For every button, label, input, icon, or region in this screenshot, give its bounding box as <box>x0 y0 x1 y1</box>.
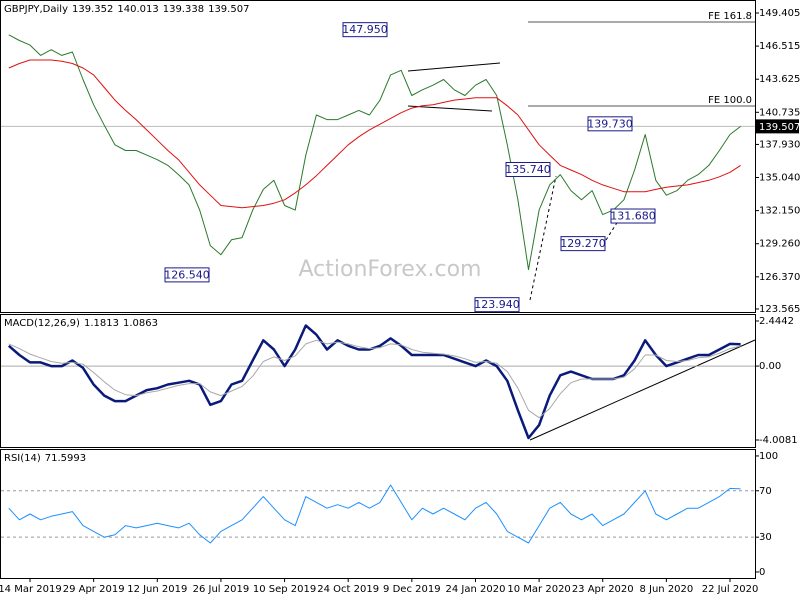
y-tick-label: 126.370 <box>759 272 800 283</box>
panel-frame <box>0 314 756 448</box>
x-tick-label: 14 Mar 2019 <box>0 584 62 595</box>
x-tick-label: 24 Oct 2019 <box>317 584 379 595</box>
price-label-box <box>587 116 633 132</box>
price-label-box <box>610 208 656 224</box>
series-line <box>8 484 741 544</box>
price-label: 139.730 <box>587 117 633 130</box>
price-label: 126.540 <box>164 268 210 281</box>
price-label: 135.740 <box>505 163 551 176</box>
ohlc-value: 140.013 <box>117 4 158 15</box>
panel-frame <box>0 449 756 579</box>
y-tick-label: 137.930 <box>759 139 800 150</box>
x-tick-label: 10 Sep 2019 <box>253 584 316 595</box>
y-tick-label: 0 <box>759 567 765 578</box>
price-label: 147.950 <box>342 23 388 36</box>
series-line <box>8 34 741 271</box>
x-tick-label: 12 Jun 2019 <box>127 584 187 595</box>
price-label-box <box>164 267 210 283</box>
y-tick-label: 123.565 <box>759 304 800 315</box>
y-tick-label: 30 <box>759 532 772 543</box>
panel-title: RSI(14) <box>4 453 41 464</box>
panel-header: GBPJPY,Daily 139.352 140.013 139.338 139.507 <box>4 4 249 15</box>
channel-line <box>407 62 501 72</box>
macd-trendline <box>529 339 756 441</box>
dashed-line <box>605 217 621 241</box>
price-label: 123.940 <box>474 298 520 311</box>
watermark: ActionForex.com <box>299 257 482 282</box>
y-tick-label: 0.00 <box>759 361 781 372</box>
fe-label: FE 161.8 <box>708 11 752 22</box>
current-value: 1.1813 <box>84 318 119 329</box>
panel-frame <box>0 0 756 313</box>
series-line <box>8 59 741 209</box>
panel-title: GBPJPY,Daily <box>4 4 68 15</box>
y-tick-label: 132.150 <box>759 206 800 217</box>
price-label: 131.680 <box>610 210 656 223</box>
price-label-box <box>474 297 520 313</box>
x-tick-label: 8 Jun 2020 <box>639 584 693 595</box>
x-tick-label: 23 Apr 2020 <box>572 584 634 595</box>
x-tick-label: 26 Jul 2019 <box>193 584 250 595</box>
ohlc-value: 139.507 <box>208 4 249 15</box>
y-tick-label: 129.260 <box>759 239 800 250</box>
last-price-box <box>756 119 799 134</box>
x-tick-label: 29 Apr 2019 <box>63 584 125 595</box>
x-tick-label: 24 Jan 2020 <box>445 584 505 595</box>
last-price: 139.507 <box>759 122 800 133</box>
current-value: 71.5993 <box>45 453 86 464</box>
price-label-box <box>560 236 606 252</box>
panel-header: MACD(12,26,9) 1.1813 1.0863 <box>4 318 158 329</box>
y-tick-label: 70 <box>759 486 772 497</box>
ohlc-value: 139.352 <box>72 4 113 15</box>
y-tick-label: 2.4442 <box>759 316 794 327</box>
channel-line <box>407 105 493 112</box>
x-tick-label: 22 Jul 2020 <box>702 584 759 595</box>
panel-header: RSI(14) 71.5993 <box>4 453 86 464</box>
y-tick-label: 143.625 <box>759 74 800 85</box>
y-tick-label: 135.040 <box>759 173 800 184</box>
y-tick-label: 149.405 <box>759 8 800 19</box>
y-tick-label: -4.0081 <box>759 435 798 446</box>
price-label-box <box>342 22 388 38</box>
x-tick-label: 9 Dec 2019 <box>383 584 441 595</box>
fe-label: FE 100.0 <box>708 95 752 106</box>
panel-title: MACD(12,26,9) <box>4 318 80 329</box>
current-value: 1.0863 <box>123 318 158 329</box>
series-line <box>8 339 741 419</box>
price-label-box <box>505 162 551 178</box>
y-tick-label: 140.735 <box>759 107 800 118</box>
price-label: 129.270 <box>560 237 606 250</box>
y-tick-label: 100 <box>759 451 778 462</box>
y-tick-label: 146.515 <box>759 41 800 52</box>
x-tick-label: 10 Mar 2020 <box>507 584 570 595</box>
ohlc-value: 139.338 <box>163 4 204 15</box>
